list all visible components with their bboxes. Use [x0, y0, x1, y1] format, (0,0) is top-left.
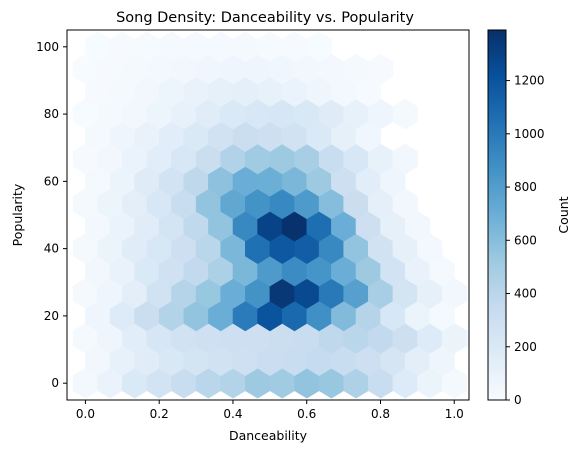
y-tick-label-1: 20 [44, 309, 59, 323]
hexbin-cells [72, 31, 469, 399]
x-tick-label-4: 0.8 [371, 407, 390, 421]
y-tick-label-4: 80 [44, 107, 59, 121]
hexbin-cell-r12-c13 [392, 98, 418, 130]
y-tick-label-5: 100 [36, 40, 59, 54]
x-tick-label-1: 0.2 [150, 407, 169, 421]
y-axis-label: Popularity [10, 183, 25, 246]
y-tick-label-3: 60 [44, 174, 59, 188]
x-tick-label-0: 0.0 [76, 407, 95, 421]
colorbar-tick-label-2: 400 [514, 287, 537, 301]
x-axis-ticks: 0.0 0.2 0.4 0.6 0.8 1.0 [76, 400, 464, 421]
y-axis-ticks: 0 20 40 60 80 100 [36, 40, 67, 390]
colorbar-tick-label-6: 1200 [514, 74, 545, 88]
colorbar [487, 29, 507, 401]
colorbar-tick-label-5: 1000 [514, 127, 545, 141]
colorbar-tick-label-3: 600 [514, 233, 537, 247]
x-tick-label-3: 0.6 [297, 407, 316, 421]
hexbin-cell-r2-c16 [466, 329, 469, 348]
plot-frame [66, 29, 470, 401]
chart-title: Song Density: Danceability vs. Popularit… [116, 10, 414, 26]
x-axis-label: Danceability [229, 428, 308, 443]
hexbin-cell-r14-c12 [368, 53, 394, 85]
colorbar-tick-label-1: 200 [514, 340, 537, 354]
y-tick-label-0: 0 [51, 376, 59, 390]
hexbin-cell-r10-c13 [392, 143, 418, 175]
x-tick-label-5: 1.0 [445, 407, 464, 421]
x-tick-label-2: 0.4 [223, 407, 242, 421]
y-tick-label-2: 40 [44, 242, 59, 256]
hexbin-cell-r15-c9 [306, 31, 332, 63]
colorbar-tick-label-0: 0 [514, 393, 522, 407]
colorbar-ticks: 0 200 400 600 800 1000 1200 [506, 74, 545, 407]
colorbar-label: Count [556, 196, 571, 233]
colorbar-tick-label-4: 800 [514, 180, 537, 194]
